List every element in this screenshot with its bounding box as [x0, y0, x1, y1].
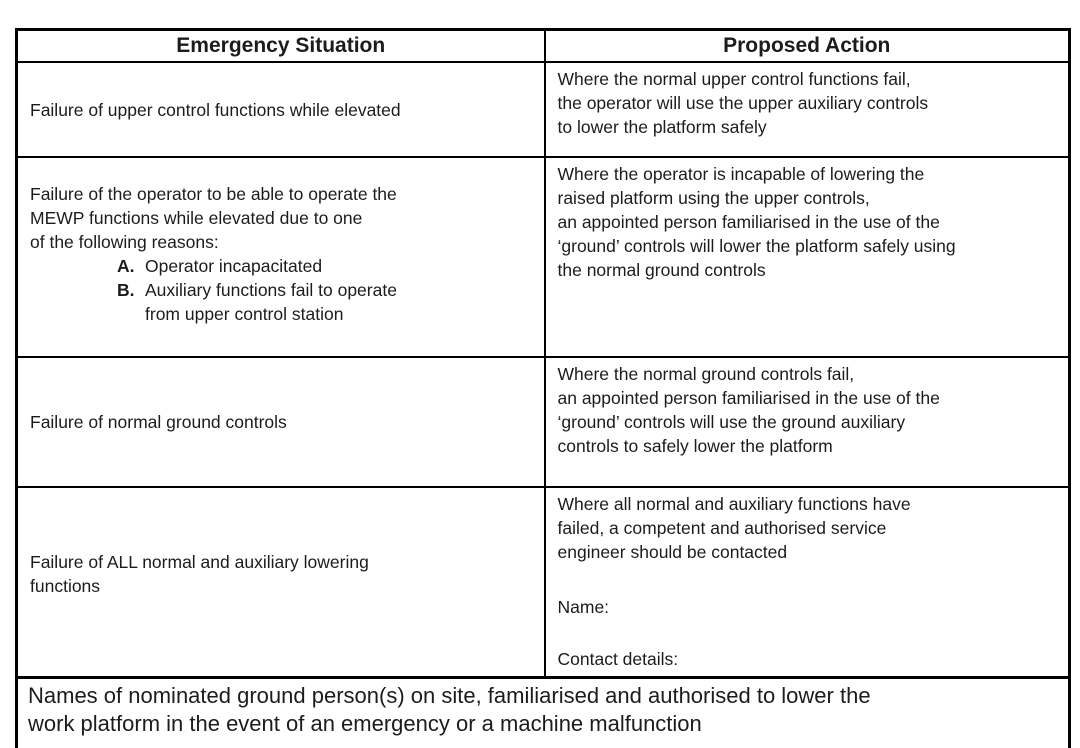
table-row-upper-control-failure: Failure of upper control functions while…: [15, 61, 1071, 158]
list-marker-b: B.: [117, 280, 135, 300]
situation-cell: Failure of normal ground controls: [15, 356, 546, 488]
action-cell: Where the normal upper control functions…: [543, 61, 1071, 158]
table-row-ground-control-failure: Failure of normal ground controls Where …: [15, 356, 1071, 488]
list-item-a: A. Operator incapacitated: [117, 254, 534, 278]
action-cell: Where all normal and auxiliary functions…: [543, 486, 1071, 678]
situation-cell: Failure of ALL normal and auxiliary lowe…: [15, 486, 546, 678]
name-label: Name:: [557, 597, 610, 617]
table-footer-row: Names of nominated ground person(s) on s…: [15, 675, 1071, 748]
action-cell: Where the operator is incapable of lower…: [543, 156, 1071, 358]
column-header-emergency-situation: Emergency Situation: [15, 28, 546, 63]
situation-reason-list: A. Operator incapacitated B. Auxiliary f…: [117, 254, 534, 326]
table-row-all-functions-failure: Failure of ALL normal and auxiliary lowe…: [15, 486, 1071, 678]
action-text: Where the operator is incapable of lower…: [557, 164, 956, 280]
situation-intro-text: Failure of the operator to be able to op…: [30, 184, 397, 252]
situation-text: Failure of normal ground controls: [30, 412, 287, 432]
situation-text: Failure of ALL normal and auxiliary lowe…: [30, 551, 369, 596]
situation-cell: Failure of the operator to be able to op…: [15, 156, 546, 358]
action-cell: Where the normal ground controls fail, a…: [543, 356, 1071, 488]
list-item-b-text: Auxiliary functions fail to operate from…: [145, 280, 397, 324]
table-row-operator-incapable: Failure of the operator to be able to op…: [15, 156, 1071, 358]
situation-cell: Failure of upper control functions while…: [15, 61, 546, 158]
list-marker-a: A.: [117, 256, 135, 276]
table-header-row: Emergency Situation Proposed Action: [15, 28, 1071, 63]
situation-text: Failure of upper control functions while…: [30, 99, 401, 120]
list-item-b: B. Auxiliary functions fail to operate f…: [117, 278, 534, 326]
column-header-proposed-action: Proposed Action: [543, 28, 1071, 63]
document-page: Emergency Situation Proposed Action Fail…: [0, 28, 1080, 748]
action-text: Where the normal ground controls fail, a…: [557, 364, 940, 456]
action-text: Where all normal and auxiliary functions…: [557, 494, 911, 562]
action-text: Where the normal upper control functions…: [557, 69, 929, 137]
footer-note: Names of nominated ground person(s) on s…: [15, 675, 1071, 748]
contact-details-label: Contact details:: [557, 649, 679, 669]
emergency-procedures-table: Emergency Situation Proposed Action Fail…: [15, 28, 1071, 748]
list-item-a-text: Operator incapacitated: [145, 256, 323, 276]
